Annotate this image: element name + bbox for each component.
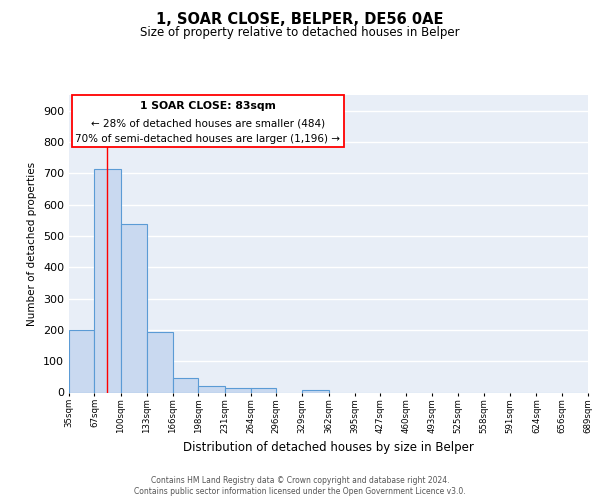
Bar — [121, 224, 147, 392]
Text: Contains public sector information licensed under the Open Government Licence v3: Contains public sector information licen… — [134, 487, 466, 496]
Bar — [173, 378, 199, 392]
Bar — [94, 168, 121, 392]
Bar — [224, 388, 251, 392]
Y-axis label: Number of detached properties: Number of detached properties — [28, 162, 37, 326]
Bar — [302, 390, 329, 392]
Text: Contains HM Land Registry data © Crown copyright and database right 2024.: Contains HM Land Registry data © Crown c… — [151, 476, 449, 485]
Text: 1 SOAR CLOSE: 83sqm: 1 SOAR CLOSE: 83sqm — [140, 102, 276, 112]
Text: Size of property relative to detached houses in Belper: Size of property relative to detached ho… — [140, 26, 460, 39]
FancyBboxPatch shape — [71, 95, 344, 147]
Bar — [147, 332, 173, 392]
Bar — [69, 330, 94, 392]
Text: 70% of semi-detached houses are larger (1,196) →: 70% of semi-detached houses are larger (… — [76, 134, 340, 144]
X-axis label: Distribution of detached houses by size in Belper: Distribution of detached houses by size … — [183, 442, 474, 454]
Bar — [199, 386, 224, 392]
Text: ← 28% of detached houses are smaller (484): ← 28% of detached houses are smaller (48… — [91, 118, 325, 128]
Bar — [251, 388, 276, 392]
Text: 1, SOAR CLOSE, BELPER, DE56 0AE: 1, SOAR CLOSE, BELPER, DE56 0AE — [156, 12, 444, 28]
